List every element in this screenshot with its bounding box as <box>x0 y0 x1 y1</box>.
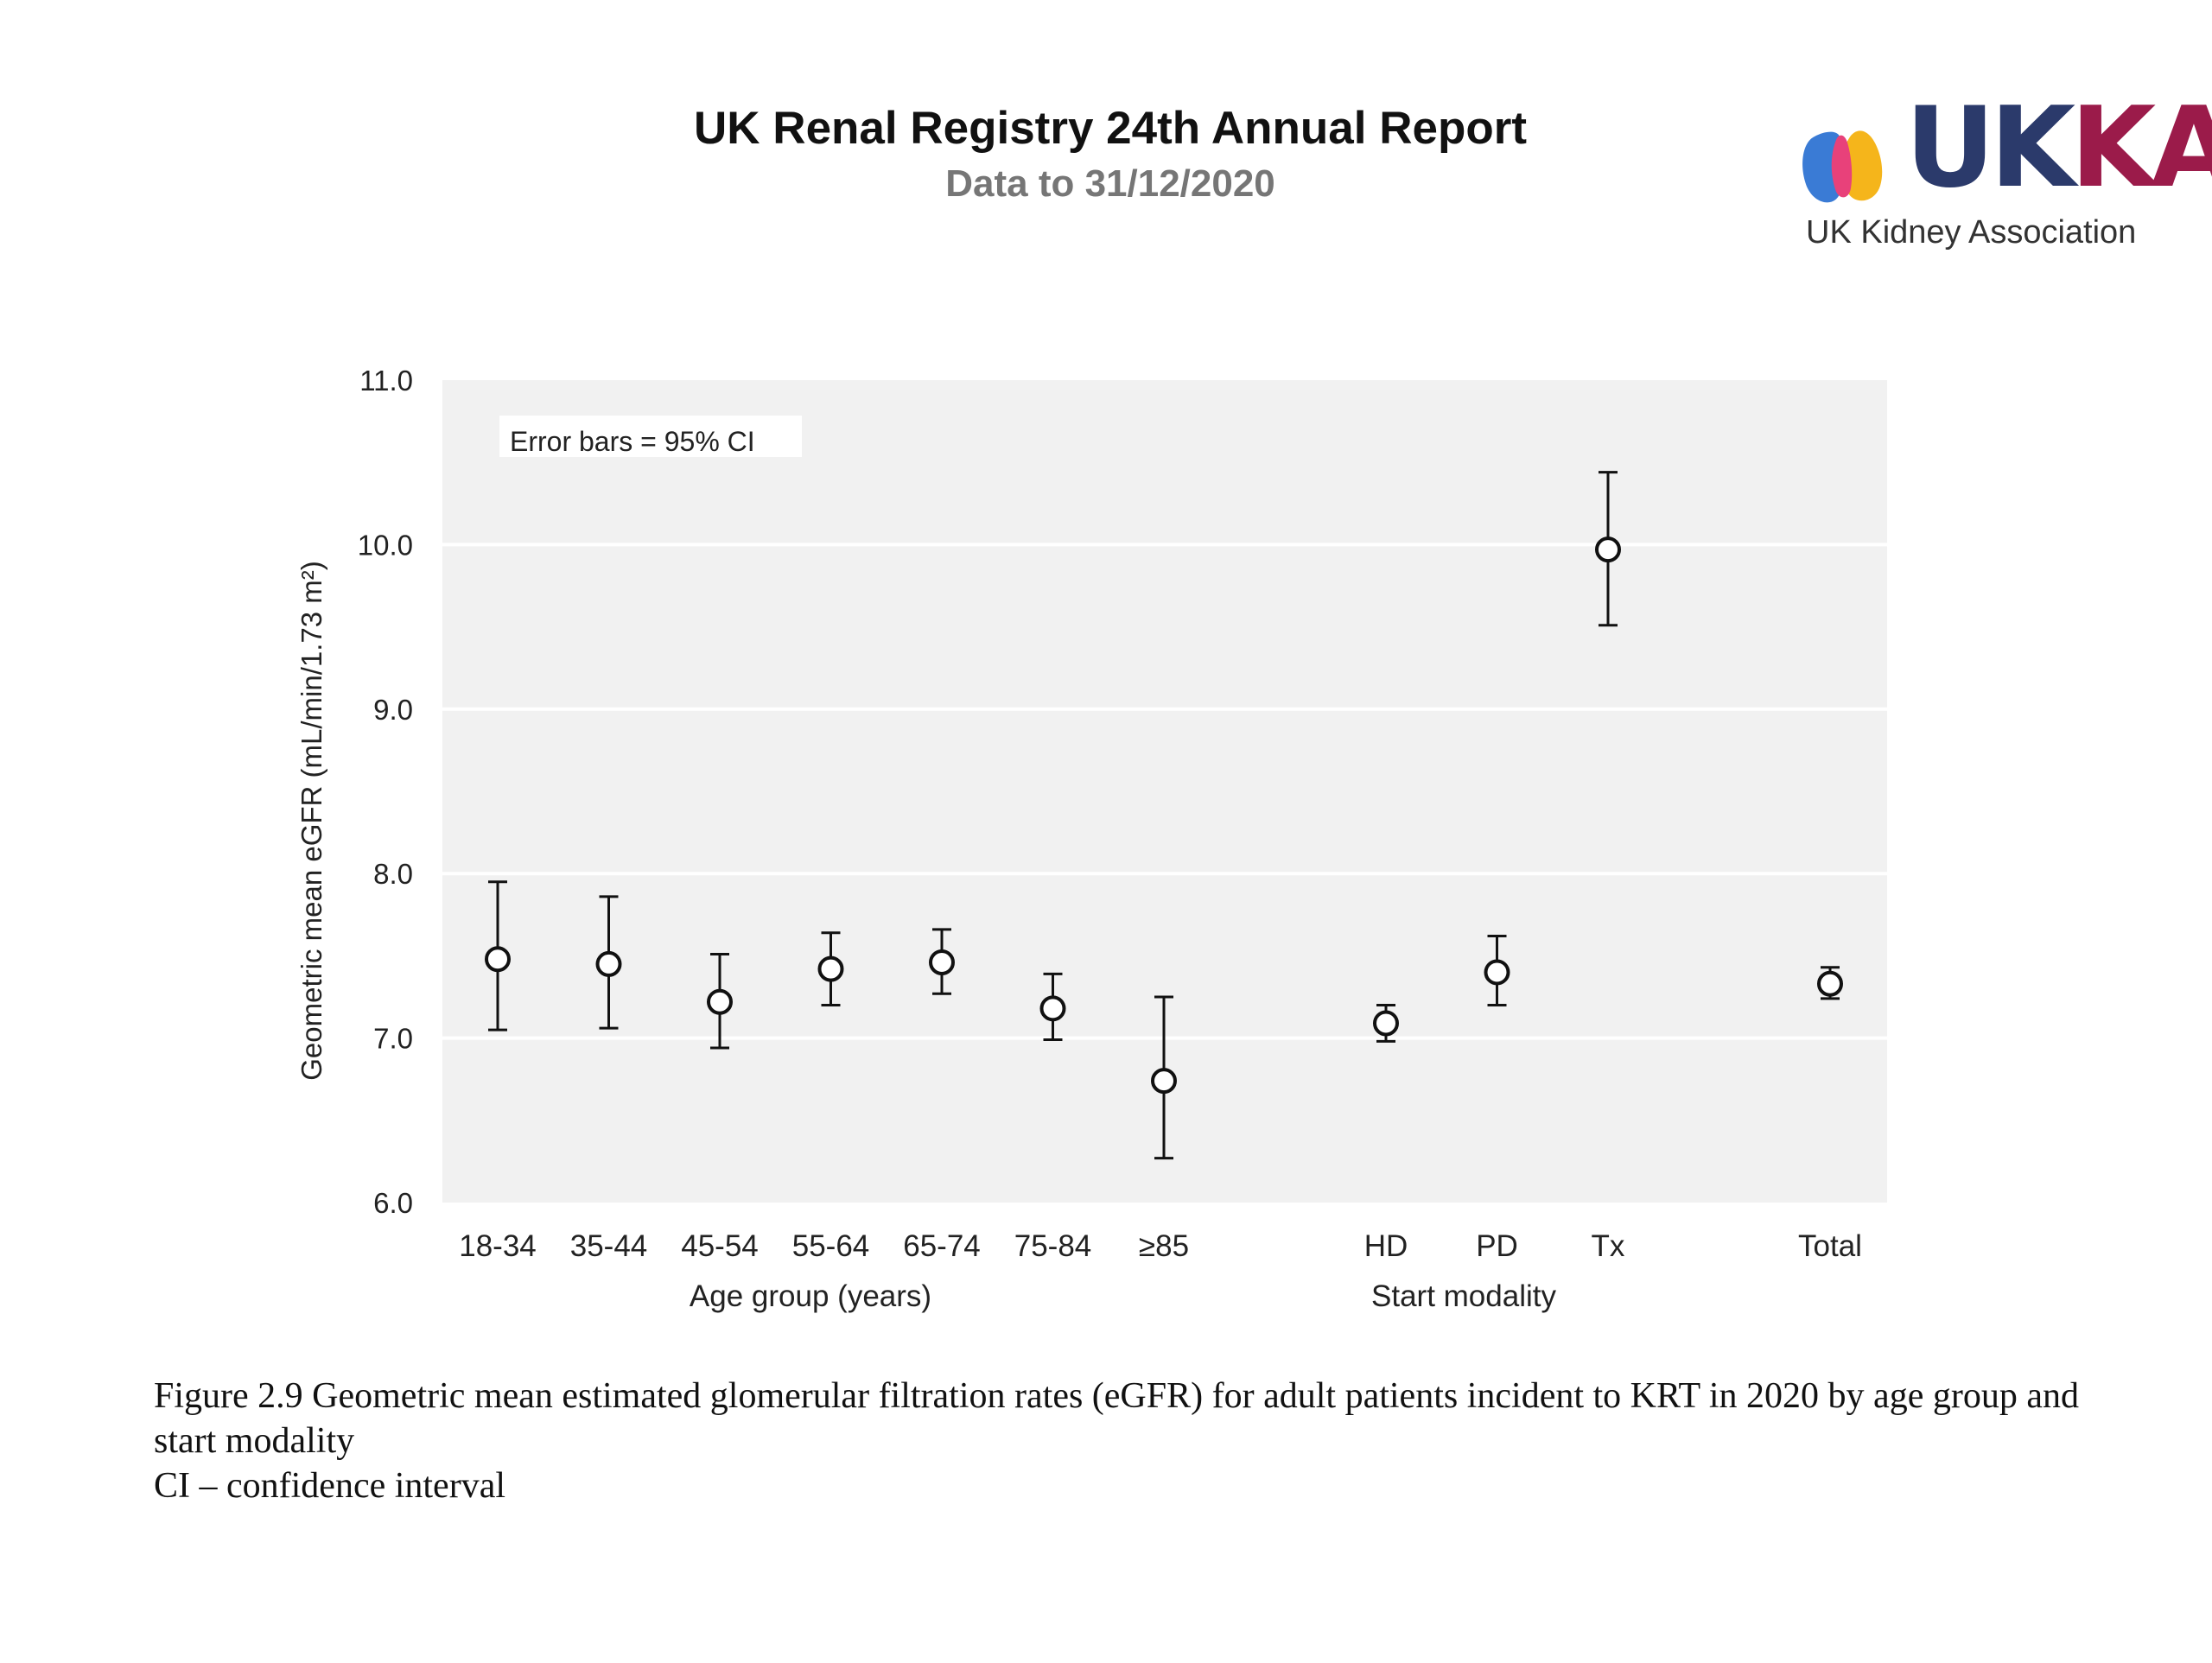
report-title: UK Renal Registry 24th Annual Report <box>694 103 1527 154</box>
figure-caption: Figure 2.9 Geometric mean estimated glom… <box>154 1374 2107 1508</box>
x-group-label-age: Age group (years) <box>690 1279 931 1313</box>
data-point <box>1817 970 1843 997</box>
x-tick-label: ≥85 <box>1139 1229 1189 1263</box>
data-point <box>595 950 622 977</box>
legend-text: Error bars = 95% CI <box>510 426 755 457</box>
x-tick-label: PD <box>1476 1229 1518 1263</box>
report-subtitle: Data to 31/12/2020 <box>945 162 1275 205</box>
x-tick-label: 35-44 <box>570 1229 648 1263</box>
y-tick-label: 9.0 <box>373 694 413 726</box>
y-tick-label: 7.0 <box>373 1023 413 1055</box>
data-point <box>929 949 955 976</box>
x-tick-labels: 18-34 35-44 45-54 55-64 65-74 75-84 ≥85 HD PD Tx T… <box>459 1229 1862 1263</box>
data-point <box>1039 995 1066 1022</box>
y-tick-label: 10.0 <box>358 529 413 561</box>
data-point <box>485 946 511 973</box>
data-point <box>707 988 733 1015</box>
x-group-label-modality: Start modality <box>1371 1279 1556 1313</box>
ukka-logo: UKKA UK Kidney Association <box>1797 93 2212 259</box>
caption-text: Figure 2.9 Geometric mean estimated glom… <box>154 1376 2079 1461</box>
x-tick-label: 65-74 <box>903 1229 981 1263</box>
caption-note: CI – confidence interval <box>154 1466 505 1506</box>
y-tick-label: 11.0 <box>359 365 413 397</box>
x-tick-label: 55-64 <box>792 1229 870 1263</box>
data-point <box>1151 1068 1177 1095</box>
legend-box <box>499 416 802 457</box>
data-marks <box>485 471 1843 1160</box>
logo-mark-icon <box>1802 130 1883 203</box>
x-tick-label: HD <box>1364 1229 1408 1263</box>
y-tick-labels: 6.0 7.0 8.0 9.0 10.0 11.0 <box>358 365 413 1219</box>
x-tick-label: Tx <box>1592 1229 1625 1263</box>
data-point <box>1595 536 1621 563</box>
data-point <box>1373 1010 1399 1037</box>
x-tick-label: 75-84 <box>1014 1229 1092 1263</box>
y-tick-label: 6.0 <box>373 1187 413 1219</box>
y-tick-label: 8.0 <box>373 858 413 890</box>
data-point <box>1484 959 1510 986</box>
x-tick-label: 45-54 <box>681 1229 759 1263</box>
x-tick-label: Total <box>1798 1229 1862 1263</box>
logo-tagline: UK Kidney Association <box>1806 214 2137 251</box>
x-tick-label: 18-34 <box>459 1229 537 1263</box>
y-axis-label: Geometric mean eGFR (mL/min/1.73 m²) <box>296 561 327 1080</box>
logo-wordmark: UKKA <box>1905 84 2212 213</box>
data-point <box>817 955 844 982</box>
